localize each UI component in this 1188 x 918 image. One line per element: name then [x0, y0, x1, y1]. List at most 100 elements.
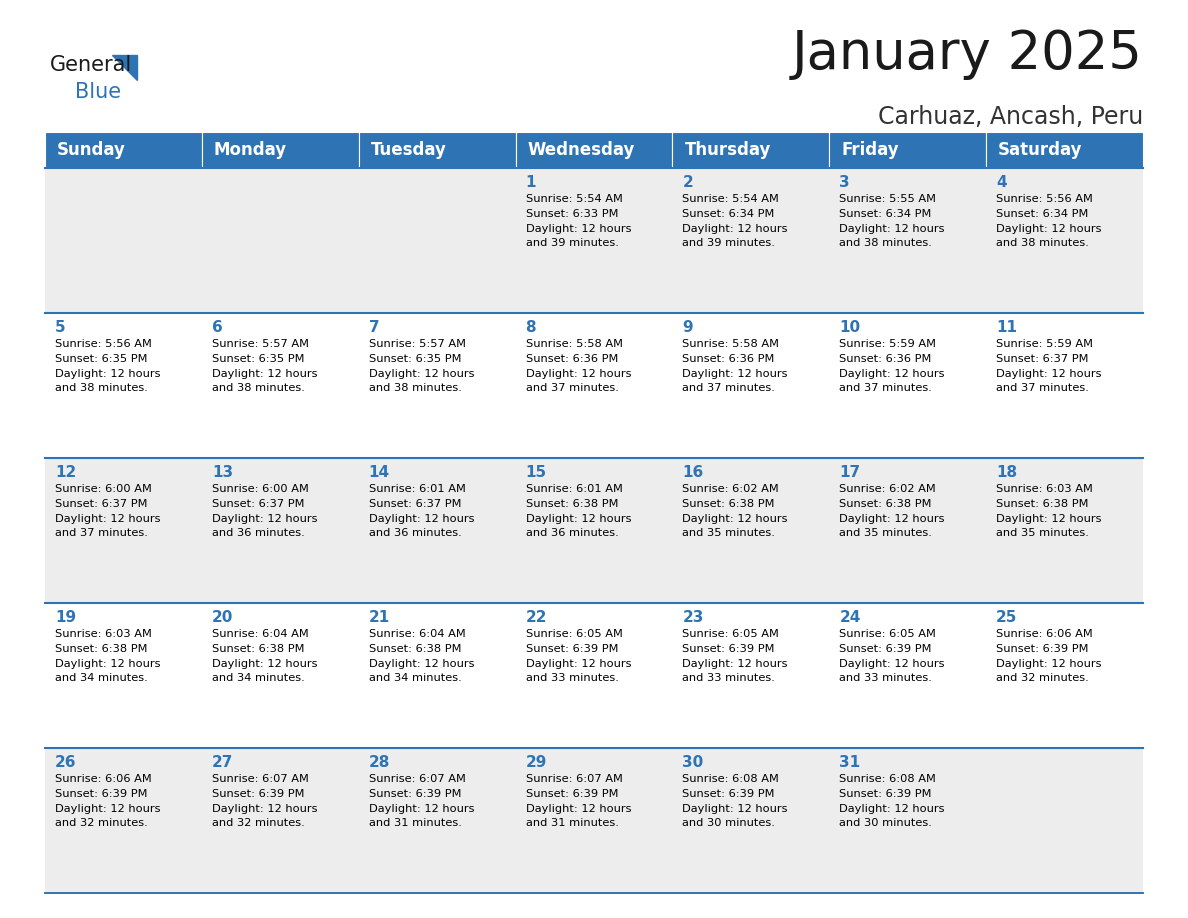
Polygon shape	[112, 55, 137, 80]
Text: 24: 24	[839, 610, 860, 625]
Text: Sunset: 6:34 PM: Sunset: 6:34 PM	[839, 208, 931, 218]
Text: Sunset: 6:38 PM: Sunset: 6:38 PM	[839, 498, 931, 509]
Text: Sunrise: 6:08 AM: Sunrise: 6:08 AM	[682, 774, 779, 784]
Text: and 38 minutes.: and 38 minutes.	[368, 384, 462, 394]
Text: Tuesday: Tuesday	[371, 141, 447, 159]
Bar	[672, 313, 829, 458]
Text: Sunset: 6:38 PM: Sunset: 6:38 PM	[55, 644, 147, 654]
Text: Sunset: 6:36 PM: Sunset: 6:36 PM	[682, 353, 775, 364]
Text: and 36 minutes.: and 36 minutes.	[211, 529, 304, 538]
Text: Daylight: 12 hours: Daylight: 12 hours	[525, 224, 631, 233]
Text: and 30 minutes.: and 30 minutes.	[682, 819, 776, 828]
Text: and 37 minutes.: and 37 minutes.	[839, 384, 933, 394]
Text: Sunset: 6:37 PM: Sunset: 6:37 PM	[55, 498, 147, 509]
Text: Daylight: 12 hours: Daylight: 12 hours	[211, 513, 317, 523]
Text: Sunset: 6:37 PM: Sunset: 6:37 PM	[997, 353, 1088, 364]
Text: Sunset: 6:38 PM: Sunset: 6:38 PM	[211, 644, 304, 654]
Text: Sunrise: 5:58 AM: Sunrise: 5:58 AM	[682, 339, 779, 349]
Text: Sunset: 6:39 PM: Sunset: 6:39 PM	[682, 789, 775, 799]
Text: 3: 3	[839, 175, 849, 190]
Text: Sunset: 6:39 PM: Sunset: 6:39 PM	[839, 789, 931, 799]
Text: Daylight: 12 hours: Daylight: 12 hours	[682, 369, 788, 378]
Text: and 38 minutes.: and 38 minutes.	[839, 239, 933, 249]
Text: Sunrise: 5:59 AM: Sunrise: 5:59 AM	[839, 339, 936, 349]
Text: 9: 9	[682, 320, 693, 335]
Text: and 31 minutes.: and 31 minutes.	[368, 819, 462, 828]
Text: Daylight: 12 hours: Daylight: 12 hours	[211, 803, 317, 813]
Bar	[672, 603, 829, 748]
Text: and 34 minutes.: and 34 minutes.	[211, 674, 304, 683]
Text: Daylight: 12 hours: Daylight: 12 hours	[997, 224, 1101, 233]
Bar	[986, 168, 1143, 313]
Text: Daylight: 12 hours: Daylight: 12 hours	[211, 658, 317, 668]
Bar	[359, 748, 516, 893]
Bar	[516, 132, 672, 168]
Text: Daylight: 12 hours: Daylight: 12 hours	[839, 369, 944, 378]
Text: Daylight: 12 hours: Daylight: 12 hours	[682, 803, 788, 813]
Text: 17: 17	[839, 465, 860, 480]
Bar	[986, 313, 1143, 458]
Bar	[829, 603, 986, 748]
Bar	[672, 132, 829, 168]
Text: Sunset: 6:39 PM: Sunset: 6:39 PM	[525, 644, 618, 654]
Text: Sunset: 6:37 PM: Sunset: 6:37 PM	[211, 498, 304, 509]
Text: Sunrise: 6:03 AM: Sunrise: 6:03 AM	[55, 629, 152, 639]
Text: 2: 2	[682, 175, 693, 190]
Text: Sunrise: 5:54 AM: Sunrise: 5:54 AM	[682, 194, 779, 204]
Text: and 33 minutes.: and 33 minutes.	[525, 674, 619, 683]
Text: Daylight: 12 hours: Daylight: 12 hours	[997, 513, 1101, 523]
Text: Sunrise: 6:00 AM: Sunrise: 6:00 AM	[55, 484, 152, 494]
Text: 30: 30	[682, 755, 703, 770]
Text: 21: 21	[368, 610, 390, 625]
Text: 29: 29	[525, 755, 546, 770]
Text: 19: 19	[55, 610, 76, 625]
Text: and 35 minutes.: and 35 minutes.	[682, 529, 776, 538]
Text: Monday: Monday	[214, 141, 287, 159]
Text: Daylight: 12 hours: Daylight: 12 hours	[55, 658, 160, 668]
Text: 11: 11	[997, 320, 1017, 335]
Text: Sunset: 6:39 PM: Sunset: 6:39 PM	[211, 789, 304, 799]
Text: Daylight: 12 hours: Daylight: 12 hours	[55, 513, 160, 523]
Text: Saturday: Saturday	[998, 141, 1082, 159]
Text: and 39 minutes.: and 39 minutes.	[525, 239, 619, 249]
Bar	[359, 458, 516, 603]
Text: Sunday: Sunday	[57, 141, 126, 159]
Text: Sunrise: 6:07 AM: Sunrise: 6:07 AM	[525, 774, 623, 784]
Bar	[45, 132, 202, 168]
Text: Daylight: 12 hours: Daylight: 12 hours	[839, 803, 944, 813]
Text: Sunset: 6:36 PM: Sunset: 6:36 PM	[839, 353, 931, 364]
Bar	[202, 458, 359, 603]
Text: Sunset: 6:34 PM: Sunset: 6:34 PM	[682, 208, 775, 218]
Text: Sunrise: 5:57 AM: Sunrise: 5:57 AM	[211, 339, 309, 349]
Text: and 36 minutes.: and 36 minutes.	[368, 529, 461, 538]
Text: 12: 12	[55, 465, 76, 480]
Text: Daylight: 12 hours: Daylight: 12 hours	[839, 513, 944, 523]
Text: 14: 14	[368, 465, 390, 480]
Text: and 32 minutes.: and 32 minutes.	[997, 674, 1089, 683]
Bar	[45, 748, 202, 893]
Text: Daylight: 12 hours: Daylight: 12 hours	[525, 658, 631, 668]
Bar	[202, 603, 359, 748]
Text: Daylight: 12 hours: Daylight: 12 hours	[997, 658, 1101, 668]
Bar	[672, 168, 829, 313]
Text: 20: 20	[211, 610, 233, 625]
Text: January 2025: January 2025	[792, 28, 1143, 80]
Text: Sunrise: 6:01 AM: Sunrise: 6:01 AM	[525, 484, 623, 494]
Text: Sunrise: 6:05 AM: Sunrise: 6:05 AM	[839, 629, 936, 639]
Text: Sunset: 6:39 PM: Sunset: 6:39 PM	[997, 644, 1088, 654]
Text: and 30 minutes.: and 30 minutes.	[839, 819, 933, 828]
Text: Daylight: 12 hours: Daylight: 12 hours	[211, 369, 317, 378]
Text: Sunrise: 6:01 AM: Sunrise: 6:01 AM	[368, 484, 466, 494]
Text: Sunset: 6:34 PM: Sunset: 6:34 PM	[997, 208, 1088, 218]
Text: Sunrise: 6:05 AM: Sunrise: 6:05 AM	[525, 629, 623, 639]
Bar	[672, 748, 829, 893]
Text: 4: 4	[997, 175, 1006, 190]
Text: Sunset: 6:38 PM: Sunset: 6:38 PM	[368, 644, 461, 654]
Text: Sunset: 6:39 PM: Sunset: 6:39 PM	[682, 644, 775, 654]
Bar	[986, 132, 1143, 168]
Text: and 35 minutes.: and 35 minutes.	[997, 529, 1089, 538]
Text: Sunset: 6:39 PM: Sunset: 6:39 PM	[839, 644, 931, 654]
Text: and 39 minutes.: and 39 minutes.	[682, 239, 776, 249]
Text: Sunset: 6:36 PM: Sunset: 6:36 PM	[525, 353, 618, 364]
Text: and 38 minutes.: and 38 minutes.	[211, 384, 305, 394]
